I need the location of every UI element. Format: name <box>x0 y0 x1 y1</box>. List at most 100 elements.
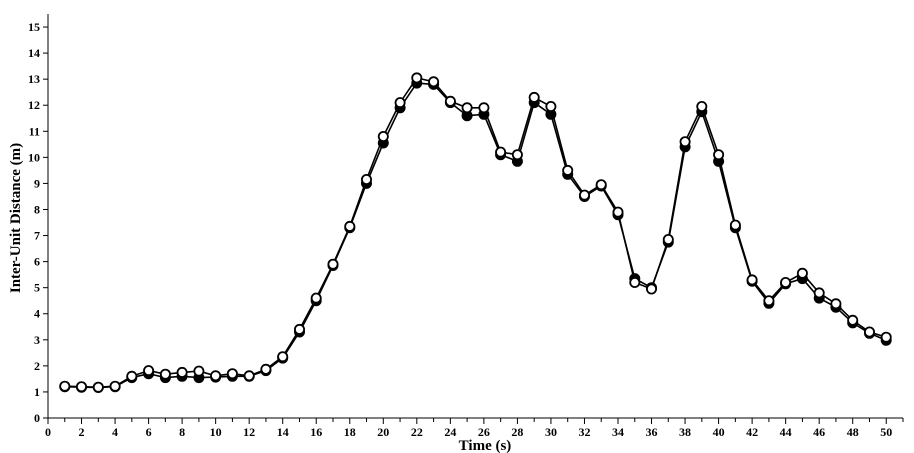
data-point <box>92 381 104 393</box>
data-point <box>310 292 322 304</box>
y-tick-label: 3 <box>34 333 40 347</box>
y-tick-label: 6 <box>34 255 40 269</box>
data-point <box>226 368 238 380</box>
data-point <box>243 370 255 382</box>
x-tick-label: 30 <box>545 425 557 439</box>
y-tick-label: 7 <box>34 229 40 243</box>
data-point <box>729 219 741 231</box>
series-1 <box>64 82 887 389</box>
x-tick-label: 36 <box>646 425 658 439</box>
x-tick-label: 22 <box>411 425 423 439</box>
x-tick-label: 14 <box>277 425 289 439</box>
x-tick-label: 42 <box>746 425 758 439</box>
x-tick-label: 16 <box>310 425 322 439</box>
data-point <box>260 363 272 375</box>
y-tick-label: 4 <box>34 307 40 321</box>
data-point <box>411 72 423 84</box>
y-tick-label: 13 <box>28 72 40 86</box>
x-tick-label: 2 <box>79 425 85 439</box>
data-point <box>612 206 624 218</box>
x-tick-label: 26 <box>478 425 490 439</box>
data-point <box>176 366 188 378</box>
data-point <box>528 91 540 103</box>
y-tick-label: 14 <box>28 46 40 60</box>
y-tick-label: 0 <box>34 411 40 425</box>
data-point <box>562 164 574 176</box>
x-tick-label: 34 <box>612 425 624 439</box>
data-point <box>713 149 725 161</box>
data-point <box>277 351 289 363</box>
x-tick-label: 40 <box>713 425 725 439</box>
y-tick-label: 1 <box>34 385 40 399</box>
data-point <box>746 274 758 286</box>
data-point <box>344 220 356 232</box>
data-point <box>293 323 305 335</box>
data-point <box>495 146 507 158</box>
data-point <box>327 258 339 270</box>
data-point <box>394 97 406 109</box>
data-point <box>377 130 389 142</box>
series-2 <box>64 76 887 389</box>
x-tick-label: 24 <box>444 425 456 439</box>
data-point <box>126 370 138 382</box>
y-tick-label: 10 <box>28 150 40 164</box>
x-tick-label: 12 <box>243 425 255 439</box>
series-line <box>64 76 887 389</box>
x-tick-label: 48 <box>847 425 859 439</box>
y-tick-label: 5 <box>34 281 40 295</box>
data-point <box>595 179 607 191</box>
x-tick-label: 8 <box>179 425 185 439</box>
x-tick-label: 46 <box>813 425 825 439</box>
data-point <box>159 368 171 380</box>
data-point <box>76 381 88 393</box>
data-point <box>210 370 222 382</box>
series-1-markers <box>59 77 892 393</box>
data-point <box>847 314 859 326</box>
data-point <box>478 102 490 114</box>
data-point <box>864 326 876 338</box>
x-tick-label: 0 <box>45 425 51 439</box>
data-point <box>428 76 440 88</box>
y-axis-title: Inter-Unit Distance (m) <box>8 143 24 293</box>
series-2-markers <box>59 72 892 393</box>
data-point <box>763 295 775 307</box>
x-tick-label: 32 <box>578 425 590 439</box>
x-axis-title: Time (s) <box>459 438 512 453</box>
x-tick-label: 10 <box>210 425 222 439</box>
data-point <box>830 298 842 310</box>
data-point <box>646 283 658 295</box>
x-tick-label: 20 <box>377 425 389 439</box>
data-point <box>461 102 473 114</box>
data-point <box>511 149 523 161</box>
data-point <box>360 173 372 185</box>
data-point <box>193 365 205 377</box>
data-point <box>545 101 557 113</box>
y-tick-label: 2 <box>34 359 40 373</box>
data-point <box>109 380 121 392</box>
data-point <box>629 276 641 288</box>
data-point <box>813 287 825 299</box>
y-tick-label: 15 <box>28 20 40 34</box>
data-point <box>444 95 456 107</box>
y-tick-label: 11 <box>29 124 40 138</box>
series-layer <box>59 72 892 393</box>
data-point <box>143 365 155 377</box>
data-point <box>696 101 708 113</box>
x-tick-label: 18 <box>344 425 356 439</box>
x-tick-label: 4 <box>112 425 118 439</box>
data-point <box>579 189 591 201</box>
data-point <box>780 276 792 288</box>
data-point <box>662 233 674 245</box>
x-tick-label: 50 <box>880 425 892 439</box>
data-point <box>880 331 892 343</box>
data-point <box>59 380 71 392</box>
series-line <box>64 82 887 389</box>
x-tick-label: 28 <box>511 425 523 439</box>
y-tick-label: 8 <box>34 202 40 216</box>
x-tick-label: 44 <box>780 425 792 439</box>
y-tick-label: 9 <box>34 176 40 190</box>
y-tick-label: 12 <box>28 98 40 112</box>
x-tick-label: 6 <box>146 425 152 439</box>
